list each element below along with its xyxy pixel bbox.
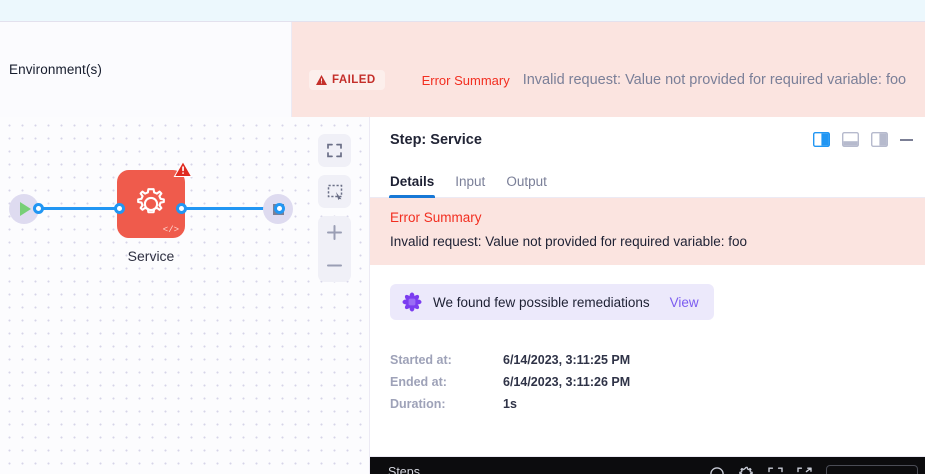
tab-input[interactable]: Input <box>455 174 486 189</box>
expand-arrow-icon[interactable] <box>797 467 812 474</box>
node-warning-icon <box>173 160 193 177</box>
remediation-wrap: We found few possible remediations View <box>370 265 925 320</box>
service-node-label: Service <box>127 248 175 264</box>
selection-box-button[interactable] <box>318 175 351 208</box>
panel-tabs: Details Input Output <box>370 162 925 198</box>
meta-key-started: Started at: <box>390 353 452 367</box>
edge-service-to-end <box>181 207 279 210</box>
minimize-icon[interactable] <box>900 138 913 141</box>
start-node[interactable] <box>9 194 39 224</box>
flow-graph: </> Service <box>0 117 369 474</box>
step-detail-panel: Step: Service Details Input <box>370 117 925 457</box>
port-service-in[interactable] <box>114 203 125 214</box>
marquee-select-icon <box>327 184 342 200</box>
service-node[interactable]: </> <box>117 160 193 238</box>
panel-error-summary-message: Invalid request: Value not provided for … <box>390 234 747 249</box>
meta-row-started: Started at: 6/14/2023, 3:11:25 PM <box>390 353 905 367</box>
remediation-banner[interactable]: We found few possible remediations View <box>390 284 714 320</box>
panel-title: Step: Service <box>390 131 482 148</box>
plus-icon <box>327 225 342 240</box>
right-panel-layout-icon[interactable] <box>871 132 888 147</box>
environments-pane: Environment(s) <box>0 22 292 117</box>
banner-error-summary-text: Invalid request: Value not provided for … <box>522 72 907 88</box>
meta-key-duration: Duration: <box>390 397 446 411</box>
meta-key-ended: Ended at: <box>390 375 447 389</box>
tab-details[interactable]: Details <box>388 174 436 198</box>
settings-gear-icon[interactable] <box>738 466 754 474</box>
zoom-in-button[interactable] <box>318 216 351 249</box>
top-accent-strip <box>0 0 925 22</box>
fullscreen-icon[interactable] <box>768 467 783 474</box>
code-glyph-icon: </> <box>162 225 179 235</box>
zoom-controls <box>318 216 351 282</box>
fit-to-screen-button[interactable] <box>318 134 351 167</box>
port-end-in[interactable] <box>274 203 285 214</box>
header-row: Environment(s) FAILED Error Summary Inva… <box>0 22 925 117</box>
meta-value-duration: 1s <box>503 397 517 411</box>
flow-canvas[interactable]: </> Service <box>0 117 370 474</box>
help-circle-icon[interactable] <box>710 466 724 474</box>
bottom-toolbar-label: Steps <box>388 465 420 474</box>
port-start-out[interactable] <box>33 203 44 214</box>
tab-output[interactable]: Output <box>506 174 547 189</box>
bottom-toolbar-chip[interactable] <box>826 465 918 474</box>
bottom-toolbar: Steps <box>370 457 925 474</box>
meta-value-ended: 6/14/2023, 3:11:26 PM <box>503 375 631 389</box>
bottom-panel-layout-icon[interactable] <box>842 132 859 147</box>
panel-header: Step: Service <box>370 117 925 162</box>
status-badge: FAILED <box>309 69 385 90</box>
step-meta: Started at: 6/14/2023, 3:11:25 PM Ended … <box>370 320 925 411</box>
remediation-text: We found few possible remediations <box>433 294 650 310</box>
split-layout-icon[interactable] <box>813 132 830 147</box>
status-badge-label: FAILED <box>332 73 376 86</box>
bottom-toolbar-icons <box>710 465 918 474</box>
minus-icon <box>327 264 342 267</box>
error-banner: FAILED Error Summary Invalid request: Va… <box>292 22 925 117</box>
meta-row-ended: Ended at: 6/14/2023, 3:11:26 PM <box>390 375 905 389</box>
edge-start-to-service <box>38 207 122 210</box>
panel-bottom-divider <box>370 456 925 457</box>
meta-row-duration: Duration: 1s <box>390 397 905 411</box>
gear-icon <box>137 188 165 214</box>
warning-triangle-icon <box>316 74 327 85</box>
panel-error-summary-title: Error Summary <box>390 210 482 225</box>
environments-label: Environment(s) <box>9 62 102 77</box>
play-icon <box>20 202 31 216</box>
port-service-out[interactable] <box>176 203 187 214</box>
banner-error-summary-label: Error Summary <box>421 72 510 88</box>
ai-sparkle-icon <box>402 292 422 312</box>
remediation-view-link[interactable]: View <box>669 294 699 310</box>
panel-error-summary: Error Summary Invalid request: Value not… <box>370 198 925 265</box>
meta-value-started: 6/14/2023, 3:11:25 PM <box>503 353 631 367</box>
zoom-out-button[interactable] <box>318 249 351 282</box>
fit-screen-icon <box>327 143 342 158</box>
panel-layout-controls <box>813 132 913 147</box>
